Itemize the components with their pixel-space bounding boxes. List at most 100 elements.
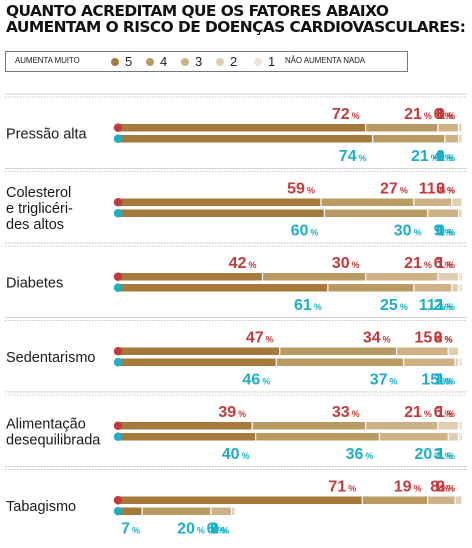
chart-title-line-1: QUANTO ACREDITAM QUE OS FATORES ABAIXO bbox=[6, 2, 389, 20]
separator-dots-4 bbox=[5, 394, 466, 396]
value-label-top-3-level-4: 34% bbox=[363, 330, 391, 347]
bar-divider-bottom-1-2 bbox=[427, 209, 429, 217]
bar-bottom-2-level-3 bbox=[413, 284, 452, 292]
row-bottom-4 bbox=[118, 433, 462, 441]
value-label-bottom-3-level-5: 46% bbox=[242, 372, 270, 389]
bar-divider-bottom-4-3 bbox=[447, 433, 449, 441]
bar-divider-top-4-4 bbox=[457, 422, 460, 430]
bar-divider-top-5-3 bbox=[454, 496, 456, 504]
bar-divider-top-2-3 bbox=[437, 273, 439, 281]
bar-bottom-4-level-2 bbox=[448, 433, 459, 441]
bar-top-4-level-4 bbox=[252, 422, 366, 430]
bar-bottom-0-level-5 bbox=[118, 135, 373, 143]
value-label-bottom-3-level-4: 37% bbox=[370, 372, 398, 389]
value-label-bottom-4-level-5: 40% bbox=[222, 446, 250, 463]
chart-title-line-2: AUMENTAM O RISCO DE DOENÇAS CARDIOVASCUL… bbox=[6, 18, 466, 36]
legend-swatch-4 bbox=[146, 58, 154, 66]
bar-divider-top-2-4 bbox=[457, 273, 460, 281]
legend-level-2: 2 bbox=[230, 54, 238, 69]
value-label-bottom-2-level-5: 61% bbox=[294, 297, 322, 314]
bar-divider-bottom-0-2 bbox=[444, 135, 446, 143]
marker-bottom-5 bbox=[113, 507, 123, 516]
bar-bottom-1-level-4 bbox=[324, 209, 428, 217]
bar-top-1-level-3 bbox=[413, 198, 452, 206]
value-label-bottom-4-level-3: 20% bbox=[414, 446, 442, 463]
value-label-bottom-3-level-3: 15% bbox=[421, 372, 449, 389]
value-label-bottom-1-level-3: 9% bbox=[434, 223, 453, 240]
bar-divider-bottom-4-2 bbox=[378, 433, 381, 441]
value-label-bottom-5-level-4: 20% bbox=[177, 521, 205, 538]
marker-top-1 bbox=[113, 198, 123, 207]
bar-bottom-2-level-4 bbox=[327, 284, 414, 292]
value-label-top-4-level-3: 21% bbox=[404, 404, 432, 421]
bar-divider-bottom-4-1 bbox=[255, 433, 257, 441]
bar-divider-top-3-2 bbox=[396, 347, 398, 355]
row-bottom-5 bbox=[118, 507, 236, 515]
value-label-top-1-level-1: 0% bbox=[436, 181, 455, 198]
value-label-bottom-5-level-3: 6% bbox=[207, 521, 226, 538]
bar-divider-top-0-4 bbox=[461, 124, 463, 132]
bar-top-2-level-4 bbox=[262, 273, 366, 281]
bar-bottom-3-level-4 bbox=[276, 358, 404, 366]
bar-divider-bottom-5-4 bbox=[234, 507, 236, 515]
value-label-bottom-0-level-2: 1% bbox=[436, 148, 455, 165]
value-label-top-4-level-5: 39% bbox=[218, 404, 246, 421]
category-label-5-line-0: Tabagismo bbox=[6, 499, 76, 515]
value-label-top-3-level-3: 15% bbox=[414, 330, 442, 347]
value-label-top-1-level-4: 27% bbox=[380, 181, 408, 198]
category-label-3-line-0: Sedentarismo bbox=[6, 350, 95, 366]
value-label-bottom-1-level-2: 1% bbox=[436, 223, 455, 240]
bar-top-5-level-2 bbox=[455, 496, 462, 504]
bar-divider-bottom-0-3 bbox=[457, 135, 460, 143]
marker-bottom-4 bbox=[113, 432, 123, 441]
bar-divider-bottom-1-4 bbox=[461, 209, 463, 217]
bar-top-5-level-3 bbox=[427, 496, 456, 504]
bar-bottom-4-level-3 bbox=[379, 433, 449, 441]
separator-dots-0 bbox=[5, 96, 466, 98]
bar-bottom-1-level-2 bbox=[458, 209, 462, 217]
bar-bottom-4-level-5 bbox=[118, 433, 256, 441]
bar-divider-bottom-5-3 bbox=[230, 507, 233, 515]
category-label-0-line-0: Pressão alta bbox=[6, 126, 88, 142]
category-label-4-line-1: desequilibrada bbox=[6, 432, 101, 448]
category-label-1-line-2: des altos bbox=[6, 217, 64, 233]
bar-divider-top-0-2 bbox=[437, 124, 439, 132]
legend-swatch-3 bbox=[181, 58, 189, 66]
value-label-top-0-level-3: 6% bbox=[434, 106, 453, 123]
legend-right-label: NÃO AUMENTA NADA bbox=[285, 56, 366, 65]
legend-swatch-1 bbox=[254, 58, 262, 66]
marker-bottom-0 bbox=[113, 134, 123, 143]
value-label-bottom-0-level-5: 74% bbox=[339, 148, 367, 165]
value-label-bottom-4-level-2: 3% bbox=[434, 446, 453, 463]
bar-top-1-level-4 bbox=[320, 198, 414, 206]
row-top-1 bbox=[118, 198, 463, 206]
bar-divider-top-1-1 bbox=[320, 198, 322, 206]
separator-dots-2 bbox=[5, 245, 466, 247]
bar-top-4-level-1 bbox=[458, 422, 462, 430]
value-label-bottom-1-level-5: 60% bbox=[291, 223, 319, 240]
value-label-bottom-1-level-4: 30% bbox=[394, 223, 422, 240]
bar-divider-bottom-2-3 bbox=[451, 284, 453, 292]
bar-divider-bottom-3-3 bbox=[454, 358, 456, 366]
bar-top-1-level-5 bbox=[118, 198, 321, 206]
value-label-top-2-level-3: 21% bbox=[404, 255, 432, 272]
value-label-bottom-5-level-5: 7% bbox=[121, 521, 140, 538]
bar-divider-bottom-2-4 bbox=[457, 284, 460, 292]
value-label-bottom-4-level-4: 36% bbox=[346, 446, 374, 463]
value-label-bottom-0-level-4: 21% bbox=[411, 148, 439, 165]
value-label-top-1-level-2: 3% bbox=[436, 181, 455, 198]
value-label-top-2-level-5: 42% bbox=[229, 255, 257, 272]
value-label-bottom-4-level-1: 1% bbox=[436, 446, 455, 463]
marker-top-5 bbox=[113, 496, 123, 505]
bar-divider-bottom-3-2 bbox=[402, 358, 405, 366]
chart-title: QUANTO ACREDITAM QUE OS FATORES ABAIXO A… bbox=[6, 3, 468, 35]
category-label-4-line-0: Alimentação bbox=[6, 416, 86, 432]
bar-top-4-level-3 bbox=[365, 422, 438, 430]
value-label-top-5-level-3: 8% bbox=[430, 479, 449, 496]
bar-top-5-level-4 bbox=[362, 496, 428, 504]
bar-top-5-level-5 bbox=[118, 496, 363, 504]
value-label-bottom-2-level-2: 2% bbox=[434, 297, 453, 314]
bar-bottom-2-level-5 bbox=[118, 284, 328, 292]
bar-divider-top-4-1 bbox=[251, 422, 253, 430]
marker-top-2 bbox=[113, 272, 123, 281]
